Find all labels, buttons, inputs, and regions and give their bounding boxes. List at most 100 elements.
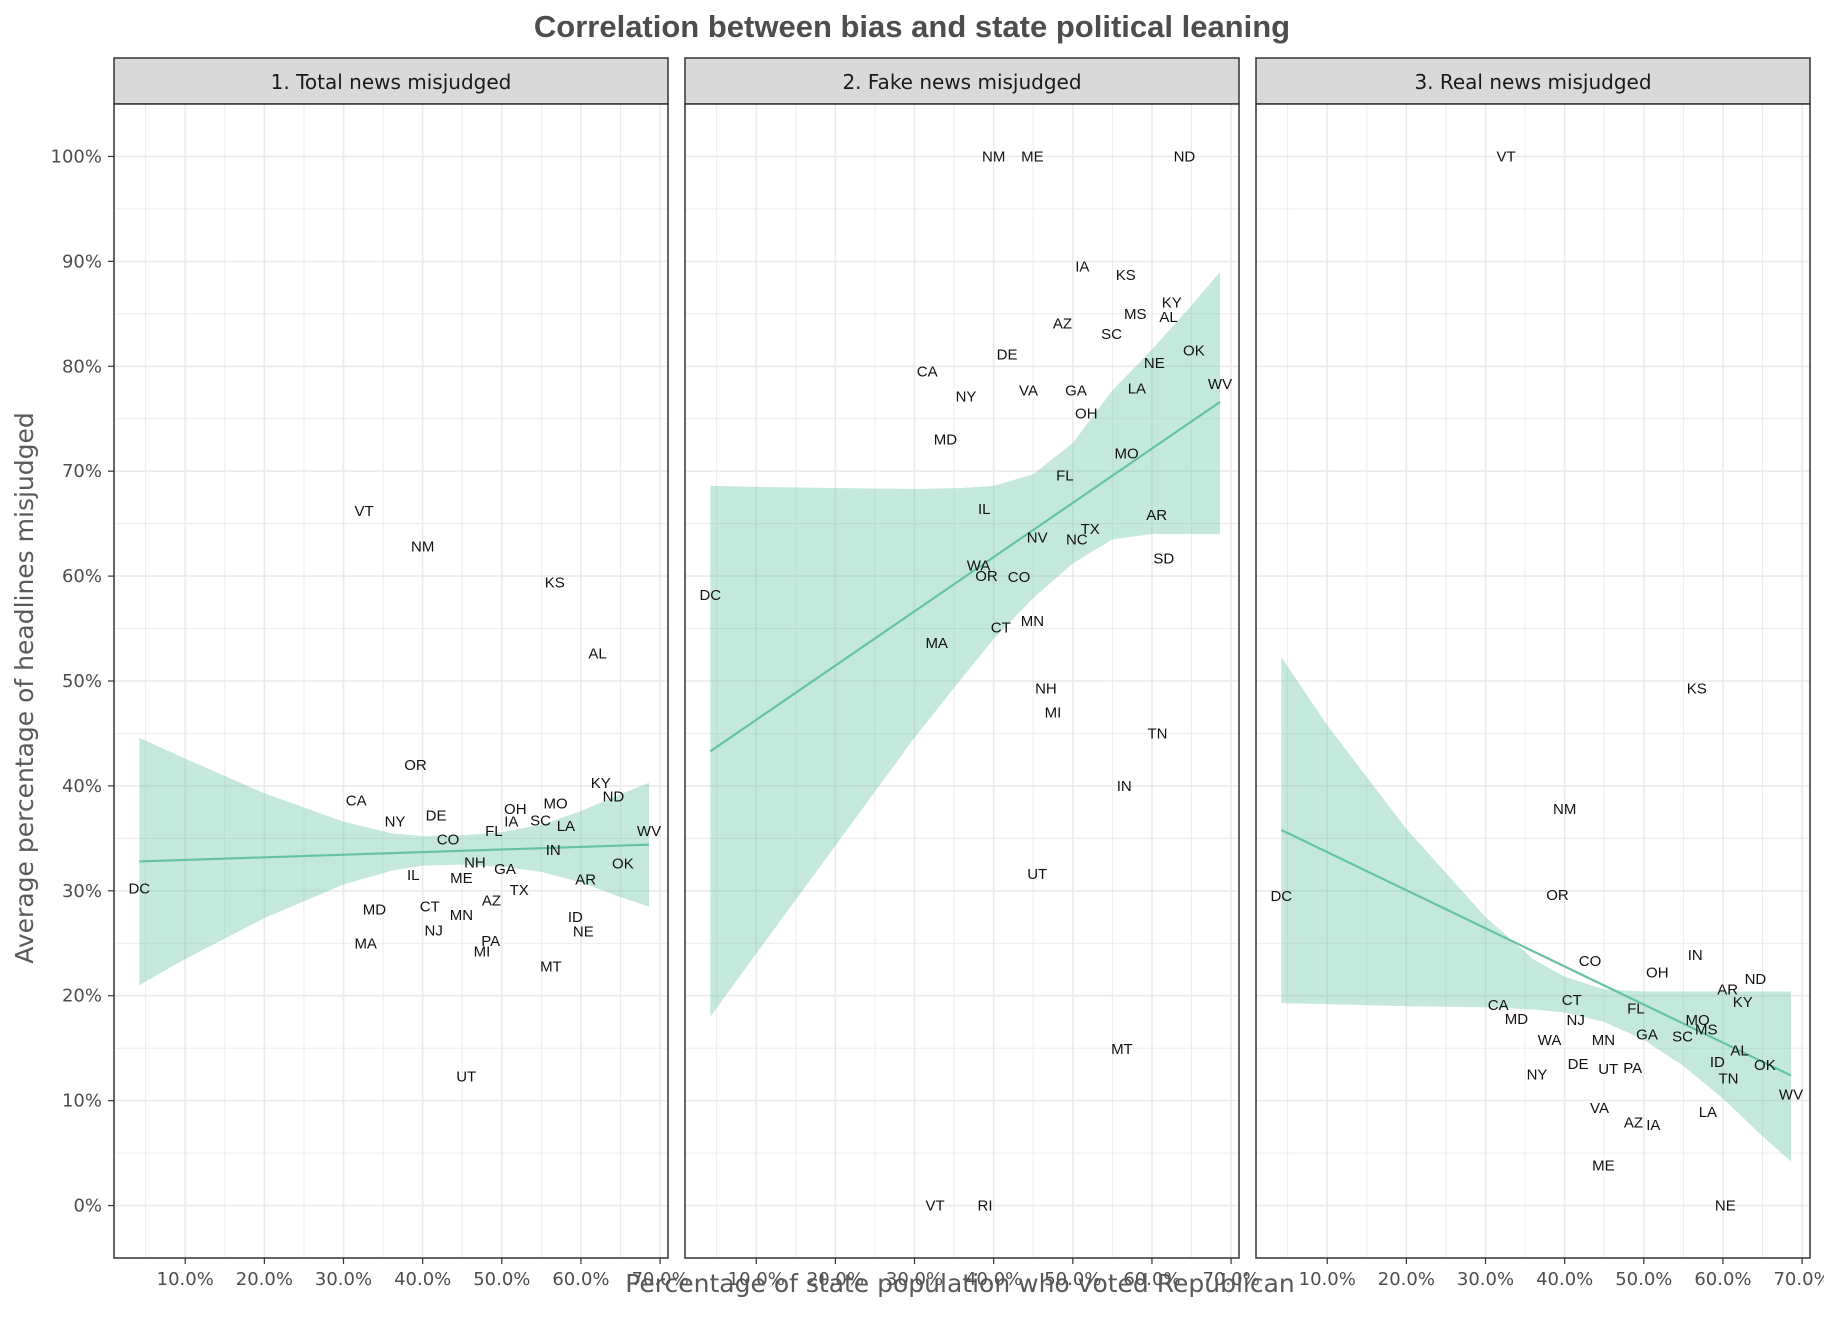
facet-strip — [113, 57, 669, 105]
state-label-wa: WA — [967, 558, 991, 575]
y-axis: 0% 10% 20% 30% 40% 50% 60% 70% 80% 90% 100% — [51, 146, 114, 1217]
state-label-nh: NH — [464, 855, 486, 872]
state-label-al: AL — [588, 646, 606, 663]
state-label-ok: OK — [1183, 343, 1205, 360]
state-label-ks: KS — [1116, 267, 1136, 284]
state-label-ms: MS — [1124, 306, 1147, 323]
x-tick-label: 30.0% — [886, 1269, 943, 1290]
x-tick-label: 60.0% — [552, 1269, 609, 1290]
state-label-nm: NM — [411, 539, 434, 556]
x-axis: 10.0% 20.0% 30.0% 40.0% 50.0% 60.0% 70.0% — [1299, 1258, 1824, 1290]
state-label-ks: KS — [1687, 680, 1707, 697]
state-label-me: ME — [1592, 1158, 1615, 1175]
y-tick-label: 0% — [73, 1196, 102, 1217]
x-axis-title: Percentage of state population who voted… — [625, 1269, 1295, 1298]
state-label-al: AL — [1159, 309, 1177, 326]
state-label-nh: NH — [1035, 680, 1057, 697]
x-tick-label: 70.0% — [1202, 1269, 1259, 1290]
state-label-me: ME — [450, 870, 473, 887]
state-label-de: DE — [997, 347, 1018, 364]
y-tick-label: 30% — [62, 881, 102, 902]
state-label-sc: SC — [1672, 1029, 1693, 1046]
state-label-ne: NE — [573, 924, 594, 941]
state-label-mo: MO — [1686, 1012, 1710, 1029]
state-label-pa: PA — [1623, 1060, 1642, 1077]
state-label-nm: NM — [1553, 801, 1576, 818]
state-label-ut: UT — [456, 1069, 476, 1086]
state-label-wv: WV — [1779, 1086, 1803, 1103]
y-tick-label: 10% — [62, 1091, 102, 1112]
state-label-la: LA — [1699, 1104, 1717, 1121]
state-labels: NM ME ND IA KS KY MS AL AZ SC OK DE NE CA WV LA VA GA NY OH… — [699, 149, 1232, 1215]
state-label-co: CO — [437, 831, 460, 848]
state-label-ct: CT — [991, 620, 1011, 637]
x-tick-label: 50.0% — [473, 1269, 530, 1290]
state-label-la: LA — [1128, 380, 1146, 397]
state-label-nd: ND — [1745, 971, 1767, 988]
facet-panels: 1. Total news misjudgedDCVTNMKSALORKYNDM… — [113, 57, 1824, 1290]
confidence-ribbon — [139, 737, 650, 986]
state-label-ca: CA — [1488, 997, 1509, 1014]
state-label-dc: DC — [1270, 888, 1292, 905]
regression-line — [709, 401, 1221, 753]
state-label-oh: OH — [1075, 406, 1098, 423]
state-label-in: IN — [546, 842, 561, 859]
state-label-nv: NV — [1027, 529, 1048, 546]
state-label-me: ME — [1021, 149, 1044, 166]
state-label-ny: NY — [385, 814, 406, 831]
state-label-mn: MN — [450, 907, 473, 924]
state-label-in: IN — [1117, 778, 1132, 795]
state-label-il: IL — [407, 867, 420, 884]
state-label-ne: NE — [1715, 1198, 1736, 1215]
state-label-vt: VT — [1497, 149, 1516, 166]
state-label-az: AZ — [1624, 1115, 1643, 1132]
state-label-id: ID — [1710, 1054, 1725, 1071]
x-tick-label: 30.0% — [315, 1269, 372, 1290]
state-label-tx: TX — [510, 882, 529, 899]
x-tick-label: 20.0% — [807, 1269, 864, 1290]
gridlines — [114, 103, 668, 1259]
state-label-ut: UT — [1598, 1061, 1618, 1078]
x-axis: 10.0% 20.0% 30.0% 40.0% 50.0% 60.0% 70.0% — [157, 1258, 689, 1290]
x-tick-label: 70.0% — [1773, 1269, 1824, 1290]
x-axis: 10.0% 20.0% 30.0% 40.0% 50.0% 60.0% 70.0% — [728, 1258, 1260, 1290]
state-label-ks: KS — [545, 574, 565, 591]
state-label-ga: GA — [1065, 382, 1087, 399]
state-label-id: ID — [568, 909, 583, 926]
state-label-ma: MA — [354, 935, 377, 952]
state-label-tn: TN — [1719, 1071, 1739, 1088]
state-label-mo: MO — [1115, 445, 1139, 462]
state-label-ga: GA — [1636, 1027, 1658, 1044]
state-label-ky: KY — [1162, 294, 1182, 311]
x-tick-label: 70.0% — [631, 1269, 688, 1290]
y-axis-title: Average percentage of headlines misjudge… — [10, 412, 39, 964]
chart-title: Correlation between bias and state polit… — [534, 9, 1290, 44]
state-label-sc: SC — [1101, 326, 1122, 343]
state-label-nd: ND — [1174, 149, 1196, 166]
state-label-or: OR — [975, 568, 998, 585]
state-label-ut: UT — [1027, 866, 1047, 883]
state-label-co: CO — [1008, 569, 1031, 586]
state-label-ct: CT — [1562, 992, 1582, 1009]
state-label-mt: MT — [540, 958, 562, 975]
state-label-sd: SD — [1153, 550, 1174, 567]
state-label-ct: CT — [420, 899, 440, 916]
regression-line — [1280, 828, 1792, 1077]
state-label-de: DE — [426, 807, 447, 824]
state-label-mo: MO — [544, 796, 568, 813]
state-label-ia: IA — [504, 814, 518, 831]
state-label-fl: FL — [1056, 467, 1074, 484]
confidence-ribbon — [1281, 656, 1791, 1162]
confidence-ribbon — [710, 271, 1220, 1017]
state-label-dc: DC — [128, 881, 150, 898]
state-label-tn: TN — [1148, 726, 1168, 743]
state-label-az: AZ — [1053, 315, 1072, 332]
state-label-oh: OH — [1646, 965, 1669, 982]
state-label-ny: NY — [1527, 1066, 1548, 1083]
state-label-ca: CA — [917, 364, 938, 381]
x-tick-label: 60.0% — [1694, 1269, 1751, 1290]
state-label-nj: NJ — [425, 923, 443, 940]
state-label-or: OR — [404, 757, 427, 774]
